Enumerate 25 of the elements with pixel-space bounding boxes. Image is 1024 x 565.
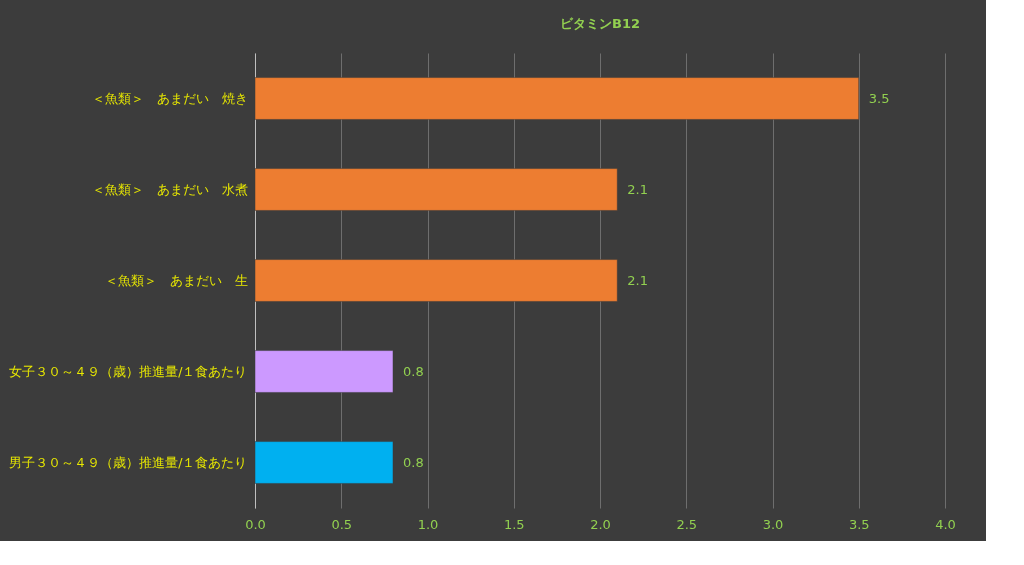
x-tick-label: 3.5 bbox=[848, 516, 870, 532]
x-tick-label: 1.5 bbox=[503, 516, 525, 532]
y-tick-label: 女子３０～４９（歳）推進量/１食あたり bbox=[9, 363, 248, 379]
data-label: 0.8 bbox=[403, 363, 424, 379]
x-tick-label: 1.0 bbox=[417, 516, 439, 532]
bar bbox=[254, 350, 394, 393]
bar bbox=[254, 259, 618, 302]
bar bbox=[254, 168, 618, 211]
bar bbox=[254, 77, 859, 120]
y-tick-label: ＜魚類＞ あまだい 生 bbox=[104, 272, 248, 288]
data-label: 3.5 bbox=[868, 90, 890, 106]
x-tick-label: 2.5 bbox=[676, 516, 698, 532]
data-label: 2.1 bbox=[627, 181, 648, 197]
y-tick-label: 男子３０～４９（歳）推進量/１食あたり bbox=[9, 454, 248, 470]
y-tick-label: ＜魚類＞ あまだい 水煮 bbox=[91, 181, 248, 197]
x-tick-label: 0.5 bbox=[331, 516, 353, 532]
x-tick-label: 2.0 bbox=[590, 516, 611, 532]
y-tick-label: ＜魚類＞ あまだい 焼き bbox=[91, 90, 248, 106]
data-label: 0.8 bbox=[403, 454, 424, 470]
x-tick-label: 0.0 bbox=[245, 516, 266, 532]
x-tick-label: 4.0 bbox=[935, 516, 956, 532]
data-label: 2.1 bbox=[627, 272, 648, 288]
x-tick-label: 3.0 bbox=[762, 516, 784, 532]
chart-title: ビタミンB12 bbox=[560, 16, 640, 31]
bar bbox=[254, 441, 394, 484]
